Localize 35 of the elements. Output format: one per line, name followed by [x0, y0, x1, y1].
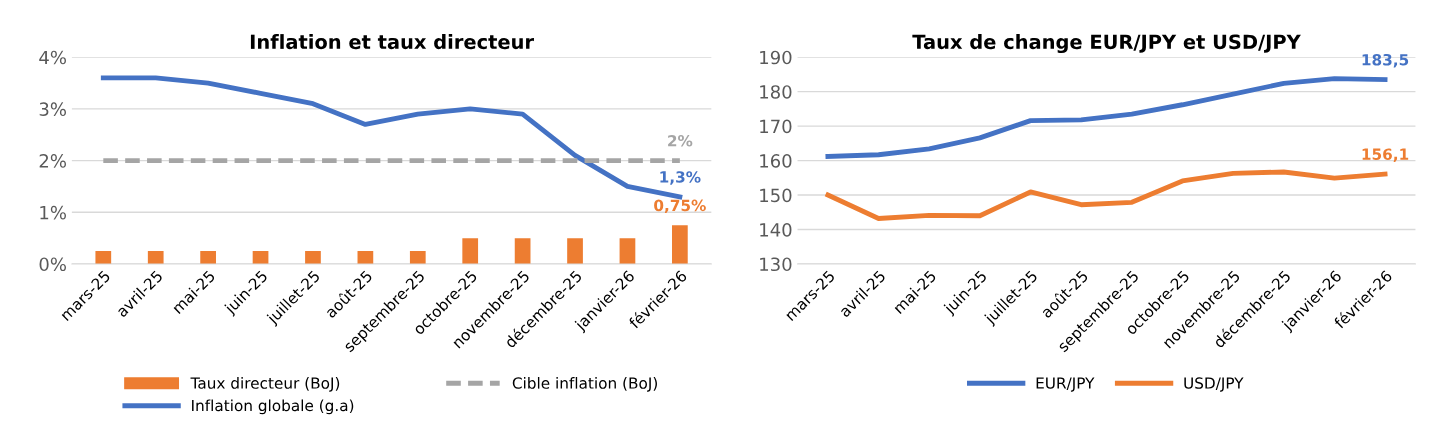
y-tick-label: 180	[760, 85, 792, 99]
data-label: 2%	[668, 134, 693, 147]
bar	[514, 238, 531, 264]
y-tick-label: 190	[760, 50, 792, 65]
legend-label: USD/JPY	[1184, 377, 1244, 392]
chart-title: Taux de change EUR/JPY et USD/JPY	[912, 34, 1301, 54]
data-label: 0,75%	[654, 199, 706, 214]
chart-title: Inflation et taux directeur	[250, 34, 534, 50]
data-label: 1,3%	[660, 171, 701, 185]
bar	[567, 238, 583, 264]
bar	[462, 238, 479, 264]
bar	[95, 251, 112, 264]
legend-label: EUR/JPY	[1036, 377, 1095, 392]
y-tick-label: 3%	[39, 102, 66, 117]
y-tick-label: 160	[760, 154, 792, 168]
y-tick-label: 1%	[40, 205, 66, 220]
y-tick-label: 140	[760, 222, 792, 237]
y-tick-label: 130	[760, 257, 792, 272]
bar	[619, 238, 636, 264]
y-tick-label: 150	[760, 188, 792, 203]
y-tick-label: 2%	[39, 154, 66, 168]
bar	[409, 251, 426, 264]
legend-label: Cible inflation (BoJ)	[512, 377, 657, 392]
bar	[305, 251, 321, 264]
bar	[200, 251, 216, 264]
data-label: 183,5	[1362, 53, 1409, 68]
legend-label: Taux directeur (BoJ)	[190, 377, 340, 392]
data-label: 156,1	[1362, 148, 1409, 162]
y-tick-label: 0%	[39, 257, 66, 272]
bar	[672, 225, 688, 264]
y-tick-label: 4%	[39, 50, 66, 65]
legend-label: Inflation globale (g.a)	[192, 399, 354, 415]
line-series	[825, 169, 1388, 221]
y-tick-label: 170	[760, 119, 792, 134]
bar	[147, 251, 164, 264]
